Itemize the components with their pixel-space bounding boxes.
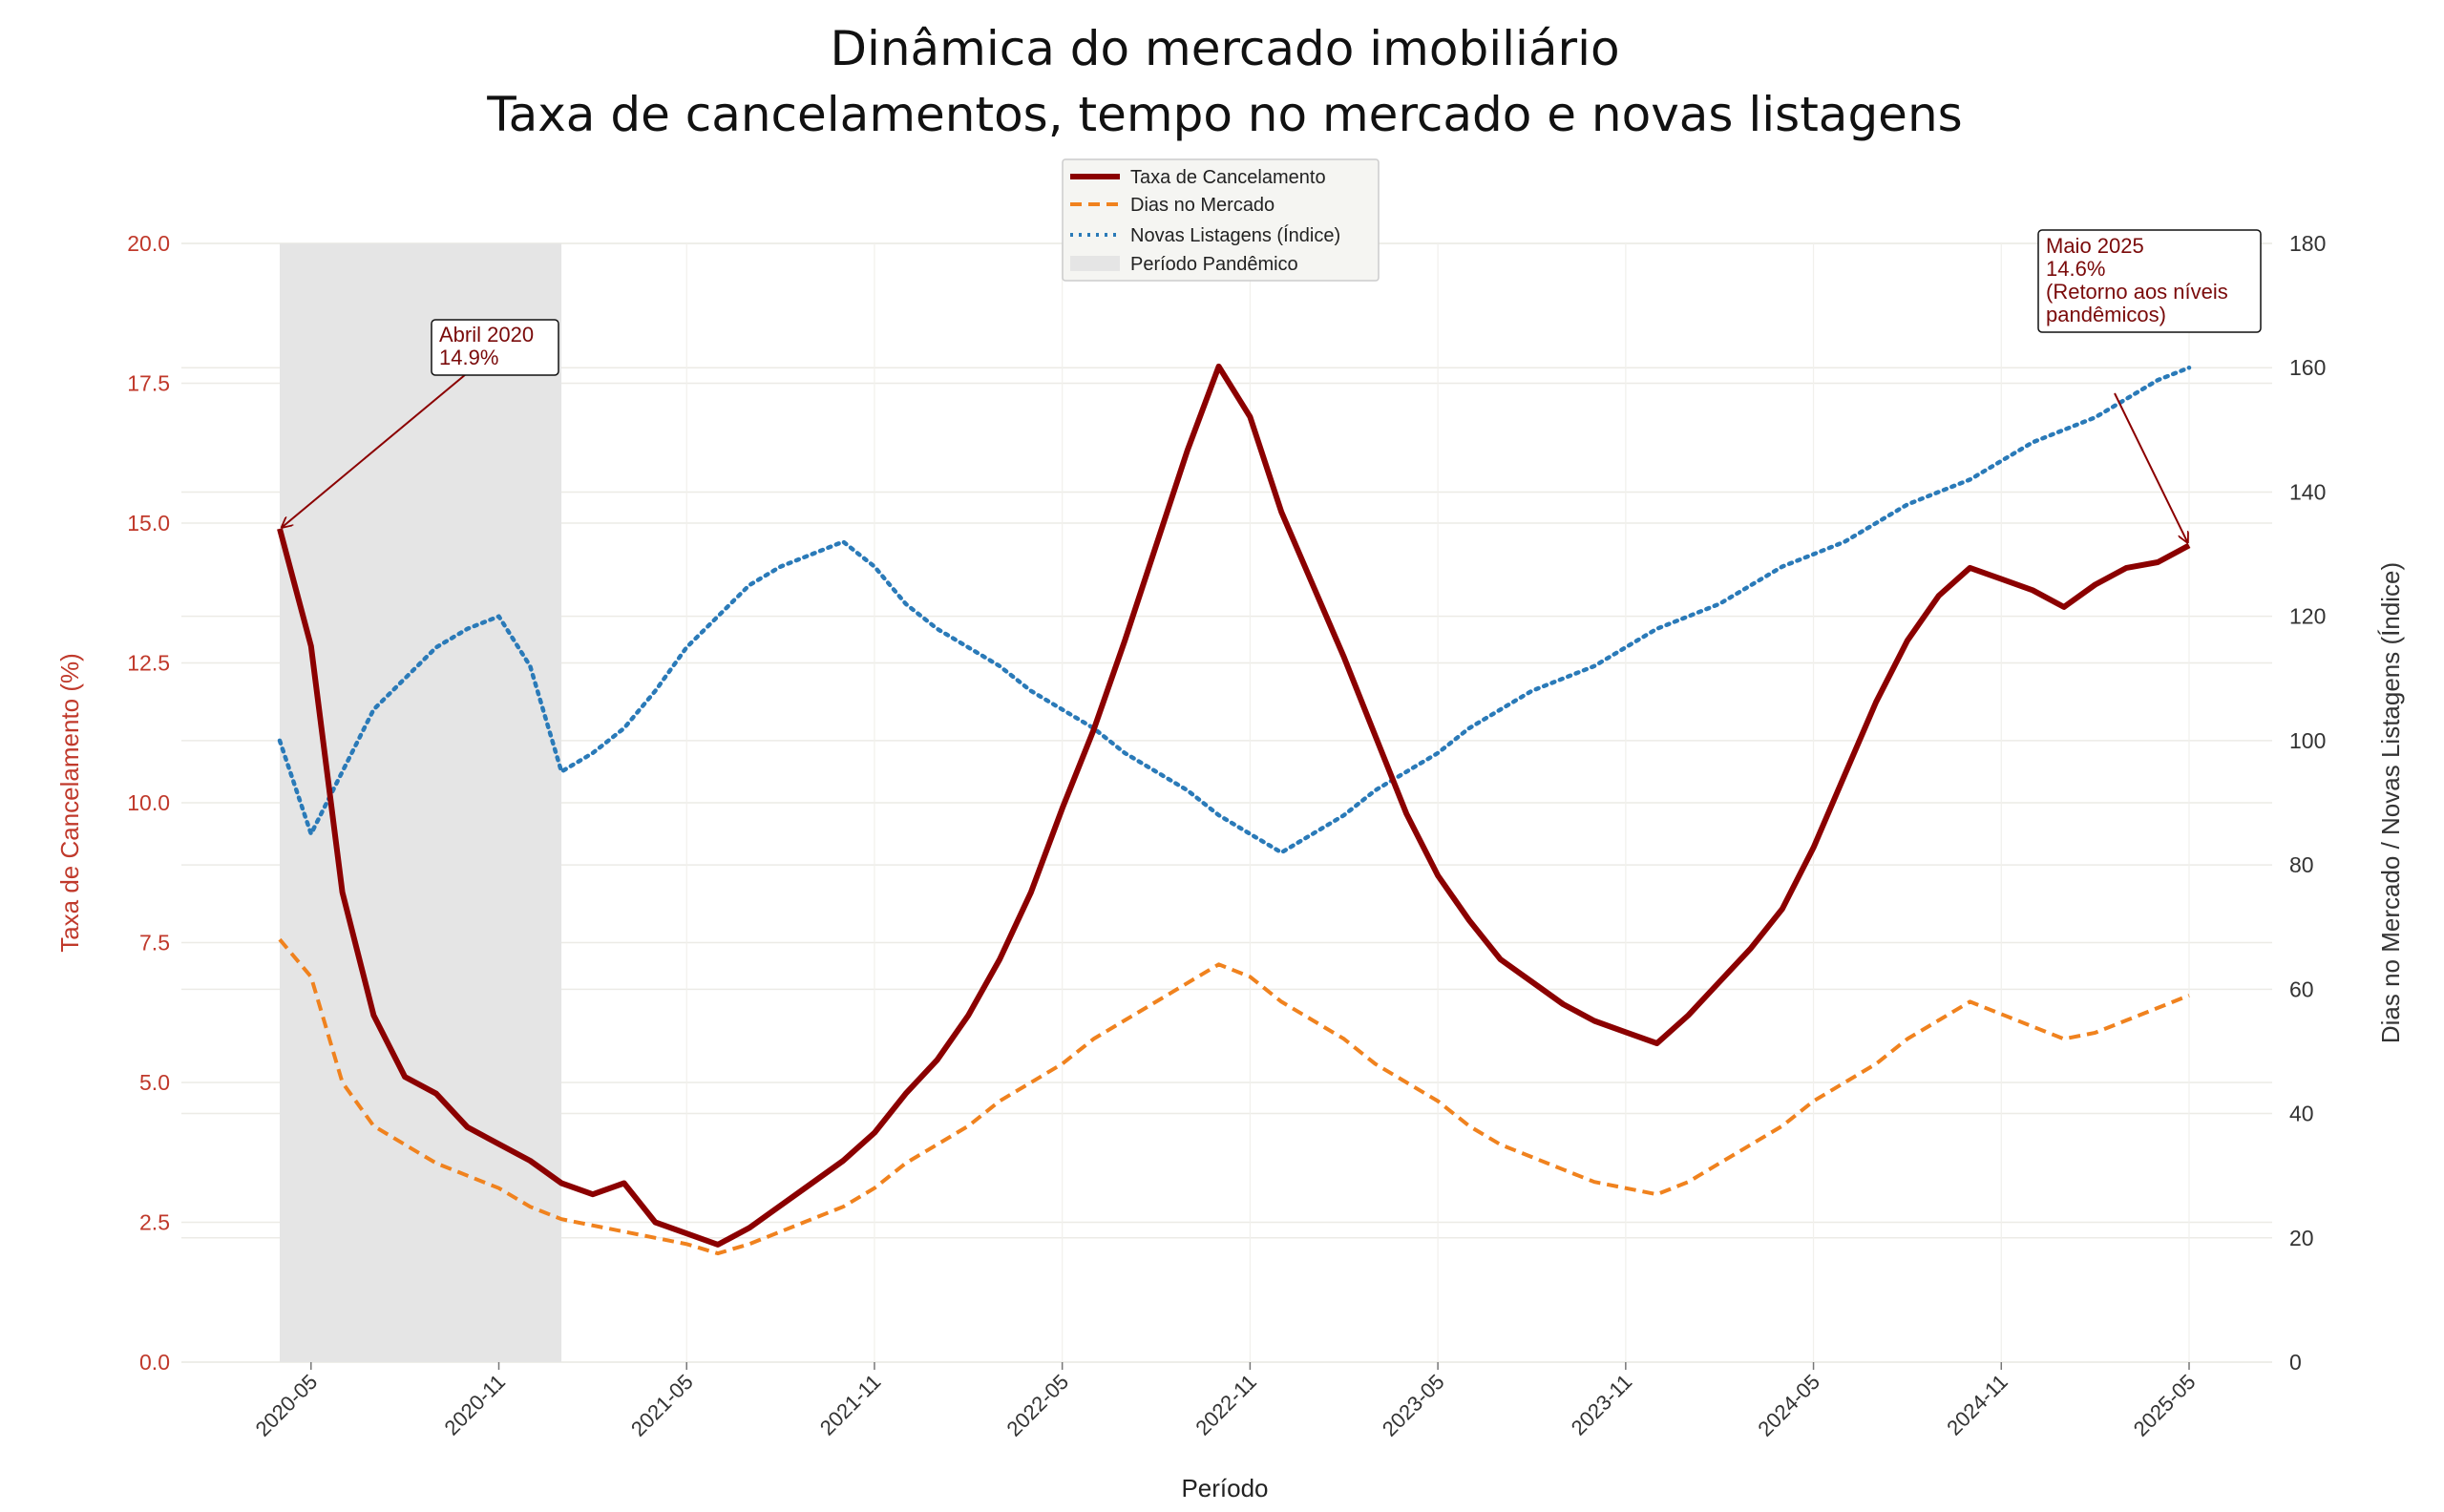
annotation-end-line4: pandêmicos) [2046, 303, 2166, 326]
y-left-tick-label: 0.0 [139, 1350, 170, 1375]
x-tick-label: 2022-11 [1190, 1370, 1261, 1440]
y-right-tick-label: 20 [2289, 1226, 2314, 1250]
x-tick-label: 2024-05 [1753, 1370, 1824, 1441]
legend-swatch-pandemic [1070, 256, 1120, 271]
legend-label-pandemic: Período Pandêmico [1130, 254, 1298, 275]
y-right-tick-label: 80 [2289, 852, 2314, 877]
series-layer [277, 363, 2192, 1256]
annotation-end-box [2037, 229, 2262, 333]
y-right-tick-label: 40 [2289, 1102, 2314, 1126]
annotation-end: Maio 2025 14.6% (Retorno aos níveis pand… [2037, 229, 2262, 333]
y-right-tick-label: 0 [2289, 1350, 2302, 1375]
y-right-tick-label: 180 [2289, 231, 2326, 256]
chart-title-line2: Taxa de cancelamentos, tempo no mercado … [486, 87, 1962, 142]
annotation-end-line2: 14.6% [2046, 257, 2105, 281]
x-tick-label: 2023-11 [1567, 1370, 1637, 1440]
legend-label-days-on-market: Dias no Mercado [1130, 195, 1275, 216]
x-tick-label: 2023-05 [1378, 1370, 1449, 1441]
legend: Taxa de Cancelamento Dias no Mercado Nov… [1062, 158, 1380, 282]
y-left-tick-label: 5.0 [139, 1070, 170, 1095]
annotation-start-box [431, 319, 559, 376]
annotation-end-line1: Maio 2025 [2046, 234, 2144, 258]
y-right-tick-label: 160 [2289, 355, 2326, 380]
y-right-tick-label: 60 [2289, 976, 2314, 1001]
legend-box [1062, 158, 1380, 282]
series-line-new-listings [277, 365, 2192, 855]
annotation-start-arrow [283, 373, 467, 527]
annotation-start-line1: Abril 2020 [439, 323, 534, 346]
series-line-days-on-market [278, 937, 2190, 1256]
annotation-end-line3: (Retorno aos níveis [2046, 280, 2228, 304]
x-axis-title: Período [1181, 1474, 1268, 1502]
y-left-tick-label: 20.0 [127, 231, 170, 256]
series-line-cancel-rate [277, 363, 2191, 1248]
legend-label-cancel-rate: Taxa de Cancelamento [1130, 167, 1326, 188]
annotation-start-line2: 14.9% [439, 346, 498, 369]
y-left-tick-label: 17.5 [127, 371, 170, 396]
y-left-tick-label: 7.5 [139, 931, 170, 956]
y-axis-left-title: Taxa de Cancelamento (%) [55, 653, 84, 953]
annotation-start: Abril 2020 14.9% [431, 319, 559, 376]
x-tick-label: 2020-11 [439, 1370, 510, 1440]
y-left-tick-label: 2.5 [139, 1210, 170, 1235]
y-right-tick-label: 120 [2289, 604, 2326, 629]
annotation-layer [283, 373, 2187, 541]
y-left-tick-label: 10.0 [127, 790, 170, 815]
x-tick-label: 2024-11 [1942, 1370, 2012, 1440]
x-tick-label: 2021-05 [626, 1370, 698, 1441]
annotation-end-arrow [2114, 392, 2187, 541]
x-tick-label: 2021-11 [815, 1370, 886, 1440]
legend-label-new-listings: Novas Listagens (Índice) [1130, 224, 1340, 246]
x-tick-label: 2020-05 [251, 1370, 323, 1441]
y-axis-right-title: Dias no Mercado / Novas Listagens (Índic… [2376, 562, 2405, 1043]
y-right-tick-label: 140 [2289, 479, 2326, 504]
x-tick-label: 2022-05 [1001, 1370, 1073, 1441]
chart-title-line1: Dinâmica do mercado imobiliário [830, 21, 1619, 76]
y-left-tick-label: 12.5 [127, 651, 170, 676]
x-tick-label: 2025-05 [2129, 1370, 2201, 1441]
y-right-tick-label: 100 [2289, 728, 2326, 753]
y-left-tick-label: 15.0 [127, 511, 170, 536]
